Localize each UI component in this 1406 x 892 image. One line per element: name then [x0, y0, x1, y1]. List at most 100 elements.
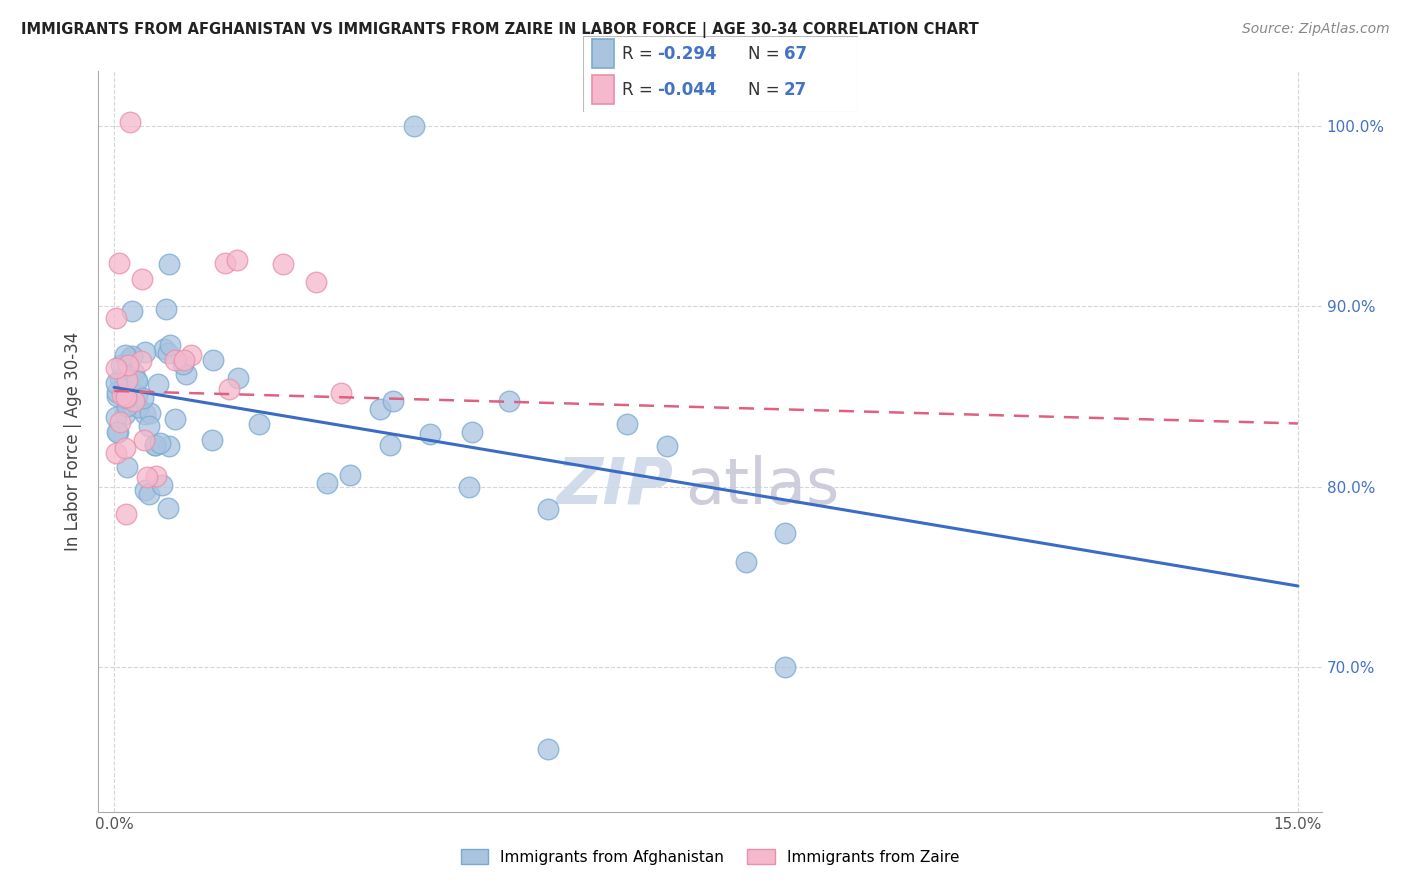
Point [135, 470, 157, 484]
Point [159, 257, 181, 271]
Point [117, 358, 139, 372]
Point [159, 338, 181, 352]
Point [115, 507, 138, 521]
Point [368, 402, 391, 417]
Point [201, 433, 224, 447]
Point [121, 349, 143, 363]
Point [117, 389, 139, 403]
Point [124, 366, 146, 380]
Point [330, 386, 353, 401]
Point [105, 389, 128, 403]
Point [104, 376, 127, 390]
Point [124, 393, 146, 408]
Point [121, 304, 143, 318]
Point [114, 348, 136, 362]
Point [655, 439, 678, 453]
Point [131, 272, 153, 286]
Point [107, 425, 129, 439]
Point [271, 257, 294, 271]
Point [380, 437, 402, 451]
Point [404, 119, 426, 133]
Text: Source: ZipAtlas.com: Source: ZipAtlas.com [1241, 22, 1389, 37]
Point [138, 406, 160, 420]
Point [165, 412, 187, 426]
Text: R =: R = [621, 80, 658, 98]
Point [117, 391, 139, 405]
Point [127, 400, 149, 414]
Point [152, 342, 174, 356]
Point [134, 407, 156, 421]
Point [214, 256, 236, 270]
Bar [592, 39, 613, 69]
Point [172, 357, 194, 371]
Point [114, 442, 136, 456]
Point [537, 741, 560, 756]
Point [460, 425, 482, 439]
Point [108, 256, 131, 270]
Point [145, 438, 167, 452]
Point [305, 276, 328, 290]
Point [104, 446, 127, 460]
Legend: Immigrants from Afghanistan, Immigrants from Zaire: Immigrants from Afghanistan, Immigrants … [454, 843, 966, 871]
Point [118, 115, 141, 129]
Y-axis label: In Labor Force | Age 30-34: In Labor Force | Age 30-34 [63, 332, 82, 551]
Text: N =: N = [748, 80, 785, 98]
Point [226, 252, 249, 267]
Point [125, 374, 148, 388]
Point [152, 478, 174, 492]
Point [115, 459, 138, 474]
Point [105, 410, 128, 425]
Point [157, 500, 180, 515]
Point [202, 353, 225, 368]
Point [381, 393, 404, 408]
Point [125, 387, 148, 401]
Point [339, 468, 361, 483]
Point [155, 302, 177, 317]
Point [537, 502, 560, 516]
Point [734, 555, 756, 569]
Point [218, 382, 240, 396]
Point [616, 417, 638, 432]
Point [115, 390, 138, 404]
Point [316, 475, 339, 490]
Point [105, 425, 128, 440]
Point [131, 354, 153, 368]
Point [104, 361, 127, 376]
Point [138, 418, 160, 433]
Point [419, 426, 441, 441]
Text: N =: N = [748, 45, 785, 62]
Point [118, 351, 141, 365]
Point [180, 348, 202, 362]
Point [105, 310, 128, 325]
Text: -0.044: -0.044 [658, 80, 717, 98]
Point [132, 434, 155, 448]
Point [173, 352, 195, 367]
Point [108, 372, 131, 386]
Point [115, 373, 138, 387]
Point [115, 399, 138, 413]
Text: -0.294: -0.294 [658, 45, 717, 62]
Point [134, 345, 156, 359]
Point [163, 353, 186, 368]
Text: IMMIGRANTS FROM AFGHANISTAN VS IMMIGRANTS FROM ZAIRE IN LABOR FORCE | AGE 30-34 : IMMIGRANTS FROM AFGHANISTAN VS IMMIGRANT… [21, 22, 979, 38]
Point [157, 346, 180, 360]
Point [110, 415, 132, 429]
Point [458, 480, 481, 494]
Point [247, 417, 270, 432]
Point [174, 367, 197, 381]
Text: ZIP: ZIP [557, 455, 673, 517]
Point [143, 438, 166, 452]
Text: R =: R = [621, 45, 658, 62]
Point [110, 358, 132, 372]
Point [117, 378, 139, 392]
Point [111, 382, 134, 396]
Point [773, 660, 796, 674]
Text: 67: 67 [783, 45, 807, 62]
Point [773, 525, 796, 540]
Point [146, 377, 169, 392]
Point [114, 407, 136, 421]
Point [105, 385, 128, 400]
Point [132, 391, 155, 405]
Point [145, 468, 167, 483]
Point [226, 370, 249, 384]
